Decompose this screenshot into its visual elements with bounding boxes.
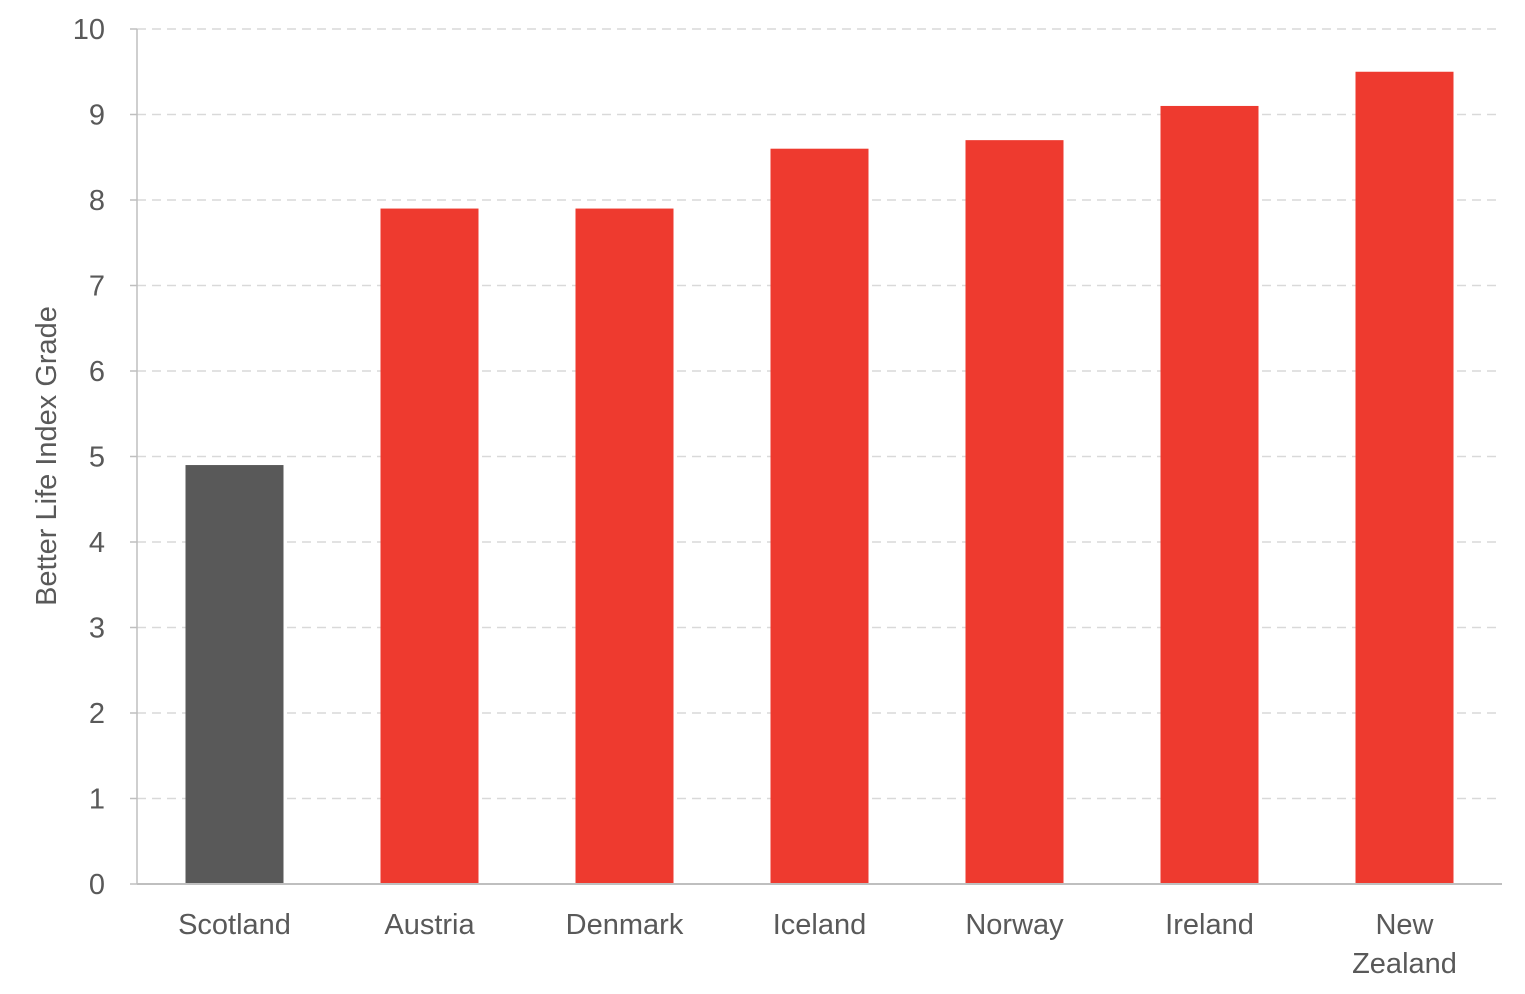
y-tick-labels: 0 1 2 3 4 5 6 7 8 9 10: [73, 14, 105, 901]
y-tick-label: 2: [89, 698, 105, 730]
bar-new-zealand: [1355, 71, 1454, 884]
bar-denmark: [575, 208, 674, 885]
y-tick-label: 3: [89, 613, 105, 645]
y-axis-title: Better Life Index Grade: [31, 306, 63, 606]
y-tick-label: 0: [89, 869, 105, 901]
axes: [130, 28, 1502, 885]
x-tick-label: Austria: [384, 909, 475, 941]
x-tick-label: New Zealand: [1352, 909, 1457, 980]
x-tick-label: Scotland: [178, 909, 291, 941]
x-tick-label: Iceland: [773, 909, 867, 941]
bar-austria: [380, 208, 479, 885]
x-tick-labels: Scotland Austria Denmark Iceland Norway Irela…: [178, 909, 1457, 980]
y-tick-label: 9: [89, 100, 105, 132]
bar-iceland: [770, 148, 869, 884]
bar-ireland: [1160, 105, 1259, 884]
y-tick-label: 1: [89, 784, 105, 816]
y-tick-label: 4: [89, 527, 105, 559]
bar-scotland: [185, 465, 284, 884]
y-tick-label: 7: [89, 271, 105, 303]
y-tick-label: 5: [89, 442, 105, 474]
y-tick-label: 6: [89, 356, 105, 388]
x-tick-label: Ireland: [1165, 909, 1254, 941]
bar-norway: [965, 140, 1064, 884]
x-tick-label: Denmark: [566, 909, 684, 941]
y-tick-label: 10: [73, 14, 105, 46]
y-tick-label: 8: [89, 185, 105, 217]
bars: [185, 71, 1454, 885]
x-tick-label: Norway: [965, 909, 1064, 941]
